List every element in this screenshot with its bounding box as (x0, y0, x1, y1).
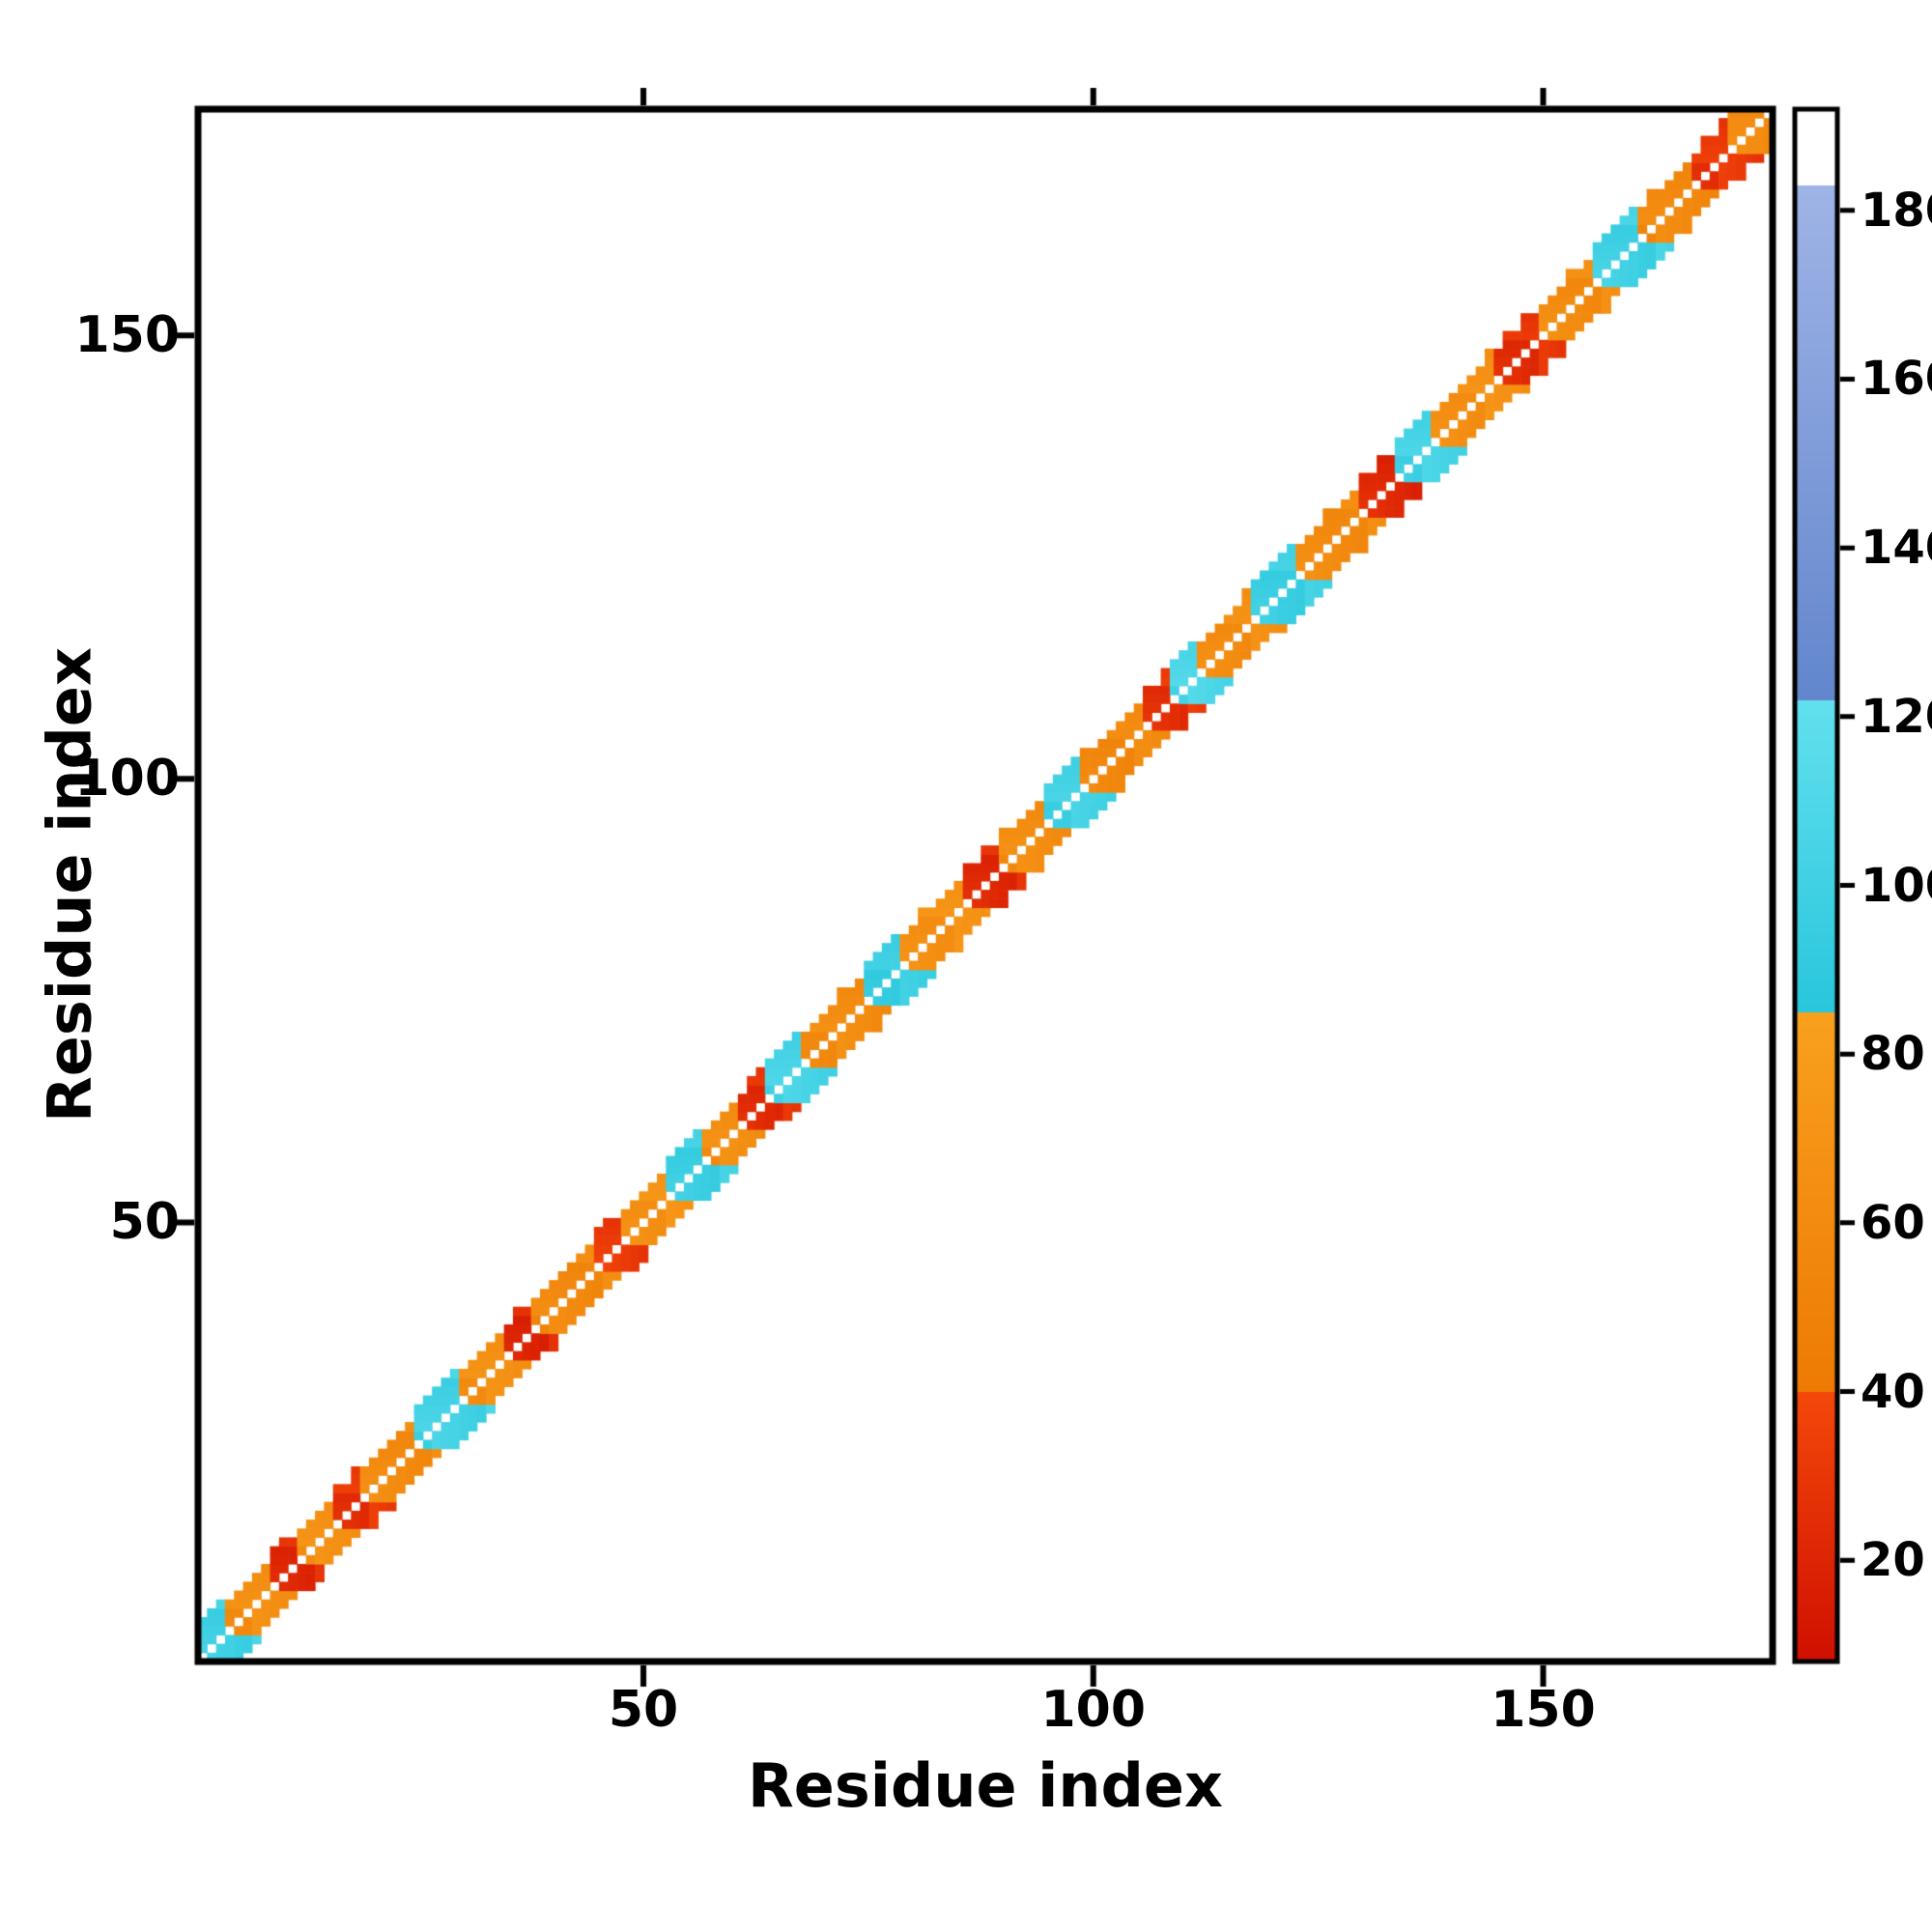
x-tick-label: 100 (1040, 1681, 1147, 1739)
colorbar-tick-label: 120 (1861, 689, 1932, 744)
x-tick-label: 150 (1491, 1681, 1596, 1739)
y-axis-label: Residue index (34, 647, 105, 1122)
colorbar-tick-label: 20 (1861, 1533, 1925, 1588)
colorbar-tick-label: 140 (1861, 521, 1932, 576)
y-tick-label: 100 (74, 750, 180, 809)
colorbar-tick-label: 100 (1861, 858, 1932, 913)
x-axis-label: Residue index (748, 1750, 1223, 1821)
colorbar-tick-label: 80 (1861, 1027, 1925, 1082)
colorbar-tick-label: 60 (1861, 1195, 1925, 1250)
y-tick-label: 150 (74, 306, 180, 365)
colorbar-tick-label: 180 (1861, 183, 1932, 238)
y-tick-label: 50 (109, 1193, 180, 1252)
colorbar-tick-label: 40 (1861, 1364, 1925, 1419)
colorbar-tick-label: 160 (1861, 352, 1932, 407)
x-tick-label: 50 (608, 1681, 679, 1739)
